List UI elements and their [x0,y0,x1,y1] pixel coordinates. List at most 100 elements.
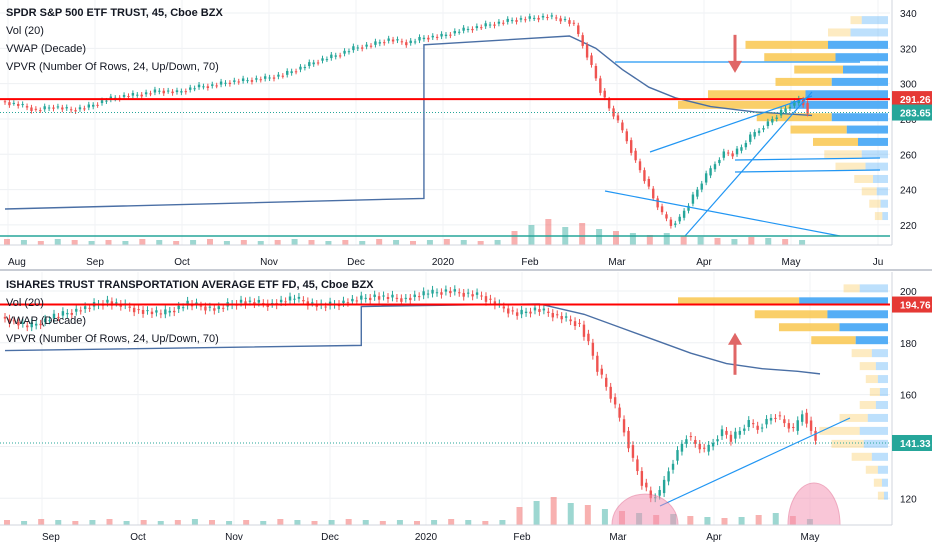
candle-body [12,320,16,322]
volume-bar [680,236,687,245]
candle-body [61,311,65,316]
candle-body [766,121,770,127]
volume-bar [106,519,113,525]
candle-body [678,216,681,222]
candle-body [774,417,777,419]
candle-body [417,296,421,298]
volume-profile-up-bar [678,297,800,306]
volume-profile-up-bar [854,174,873,183]
volume-profile-down-bar [799,297,888,306]
candle-body [316,62,320,64]
candle-body [493,24,496,26]
volume-bar [21,521,28,525]
chart-panel-iyt[interactable]: 200180160140120194.76141.33SepOctNovDec2… [0,272,932,543]
candle-body [784,108,787,112]
candle-body [480,295,483,297]
candle-body [52,313,56,319]
candle-body [711,442,715,447]
candle-body [775,117,778,119]
x-tick-label: Mar [609,532,627,543]
candle-body [272,77,276,79]
candle-body [625,131,628,142]
candle-body [400,41,404,43]
candle-body [788,106,792,109]
candle-body [556,314,559,316]
candle-body [559,18,562,22]
x-tick-label: Nov [260,257,278,268]
candle-body [636,459,639,472]
candle-body [676,450,679,461]
volume-bar [443,239,450,245]
price-axis-bg [892,0,932,247]
price-tag-bg [892,91,932,108]
candle-body [427,37,430,40]
candle-body [696,189,699,197]
candle-body [612,108,615,117]
candle-body [596,355,599,372]
candle-body [158,90,161,92]
candle-body [734,431,737,439]
volume-bar [721,518,728,525]
volume-bar [663,233,670,245]
y-tick-label: 120 [900,494,917,505]
candle-body [61,107,64,110]
candle-body [458,31,461,33]
candle-body [749,134,752,142]
indicator-label: Vol (20) [6,297,44,309]
volume-profile-up-bar [839,413,868,422]
x-tick-label: Dec [347,257,365,268]
volume-bar [243,520,250,525]
candle-body [30,107,33,111]
volume-profile-down-bar [877,375,888,384]
price-tag-label: 194.76 [900,301,931,312]
trend-line [684,91,813,237]
candle-body [3,101,7,103]
volume-bar [396,520,403,525]
volume-bar [499,520,506,525]
candle-body [17,103,20,106]
candle-body [533,307,537,311]
candle-body [529,311,532,314]
candle-body [550,15,554,17]
candle-body [325,59,329,61]
candle-body [502,306,505,309]
candle-body [321,58,324,61]
volume-bar [223,241,230,245]
candle-body [197,84,201,88]
candle-body [52,107,55,109]
candle-body [484,296,488,302]
chart-panel-spy[interactable]: 340320300280260240220291.26283.65AugSepO… [0,0,932,268]
candle-body [809,420,813,431]
volume-profile-up-bar [873,478,882,487]
annotation-arrow-head [728,60,742,73]
candle-body [645,482,648,488]
candle-body [346,302,350,304]
candle-body [303,67,307,69]
candle-body [783,419,786,424]
candle-body [458,292,461,294]
candle-body [691,194,695,204]
volume-profile-up-bar [859,400,876,409]
volume-bar [174,520,181,525]
candle-body [378,42,382,44]
volume-bar [105,240,112,245]
candle-body [356,47,359,49]
candle-body [83,108,86,110]
candle-body [374,41,377,45]
volume-bar [528,225,535,245]
volume-bar [191,519,198,525]
candle-body [814,430,817,441]
volume-profile-down-bar [831,113,888,122]
volume-profile-up-bar [851,349,872,358]
candle-body [685,439,688,444]
volume-bar [55,520,62,525]
y-tick-label: 240 [900,186,917,197]
x-tick-label: Oct [130,532,146,543]
volume-profile-up-bar [865,465,878,474]
candle-body [100,100,104,104]
volume-profile-down-bar [861,16,888,25]
candle-body [572,22,576,24]
candle-body [537,17,540,20]
candle-body [39,323,42,326]
candle-body [520,309,523,315]
